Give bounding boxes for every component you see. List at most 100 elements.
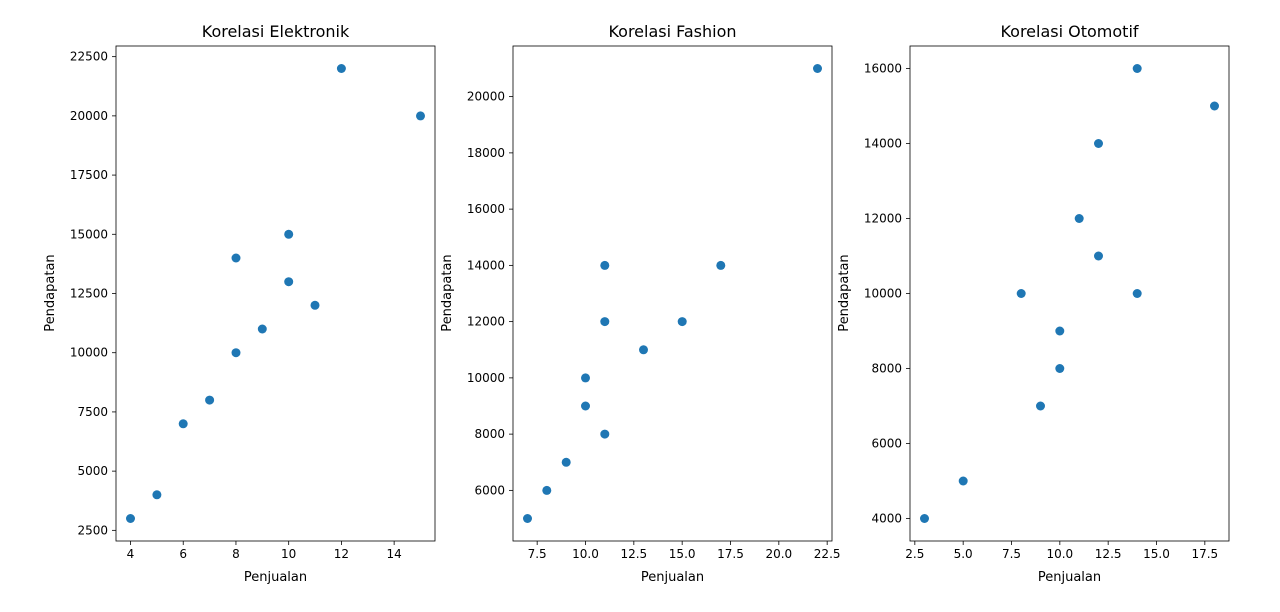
panel-title: Korelasi Elektronik	[202, 22, 350, 41]
plot-area: 7.5 10.0 12.5 15.0 17.5 20.0 22.5 6000 8000 10000…	[467, 45, 841, 561]
y-tick-label: 20000	[70, 109, 108, 123]
x-tick-label: 2.5	[905, 547, 924, 561]
y-tick-label: 8000	[871, 362, 902, 376]
data-point	[284, 277, 294, 287]
y-tick-label: 14000	[467, 258, 505, 272]
data-point	[1210, 101, 1219, 111]
x-axis-label: Penjualan	[244, 570, 307, 585]
data-point	[1055, 364, 1065, 373]
y-tick-label: 10000	[864, 287, 902, 301]
y-tick-label: 12000	[864, 212, 902, 226]
x-tick-label: 12.5	[1095, 547, 1122, 561]
y-tick-label: 16000	[467, 202, 505, 216]
data-point	[310, 300, 320, 310]
data-point	[639, 345, 648, 355]
data-point	[581, 401, 590, 411]
data-point	[231, 253, 241, 263]
data-point	[205, 395, 215, 405]
data-point	[677, 317, 687, 327]
axes-frame	[115, 45, 436, 542]
plot-area: 4 6 8 10 12 14 2500 5000 7500 10000 12500 15000 1750…	[70, 45, 436, 561]
data-point	[152, 490, 162, 500]
panel-elektronik: Korelasi Elektronik Penjualan Pendapatan…	[43, 22, 436, 585]
data-point	[523, 514, 532, 523]
x-tick-label: 12.5	[620, 547, 647, 561]
data-point	[581, 373, 590, 383]
x-tick-label: 10.0	[572, 547, 599, 561]
x-tick-label: 15.0	[669, 547, 696, 561]
panel-title: Korelasi Otomotif	[1000, 22, 1138, 41]
data-point	[958, 476, 968, 486]
data-point	[416, 111, 425, 121]
data-point	[257, 324, 267, 334]
x-tick-label: 8	[232, 547, 240, 561]
y-tick-label: 17500	[70, 168, 108, 182]
data-point	[716, 260, 726, 270]
axes-frame	[512, 45, 833, 542]
y-tick-label: 14000	[864, 137, 902, 151]
x-tick-label: 14	[386, 547, 401, 561]
x-tick-label: 7.5	[528, 547, 547, 561]
data-point	[600, 260, 610, 270]
y-tick-label: 8000	[474, 427, 505, 441]
y-tick-label: 10000	[70, 346, 108, 360]
x-tick-label: 17.5	[717, 547, 744, 561]
x-tick-label: 4	[127, 547, 135, 561]
x-axis-label: Penjualan	[1038, 570, 1101, 585]
x-tick-label: 20.0	[765, 547, 792, 561]
x-tick-label: 10	[281, 547, 296, 561]
y-tick-label: 10000	[467, 371, 505, 385]
data-point	[1132, 289, 1142, 298]
data-point	[1094, 251, 1103, 261]
data-point	[1036, 401, 1045, 411]
x-tick-label: 6	[179, 547, 187, 561]
x-tick-label: 10.0	[1046, 547, 1073, 561]
data-point	[284, 229, 294, 239]
data-point	[178, 419, 188, 429]
data-point	[1016, 289, 1026, 298]
y-axis-label: Pendapatan	[43, 254, 58, 331]
plot-area: 2.5 5.0 7.5 10.0 12.5 15.0 17.5 4000 6000 8000 100…	[864, 45, 1230, 561]
y-tick-label: 12500	[70, 287, 108, 301]
panel-fashion: Korelasi Fashion Penjualan Pendapatan 7.…	[440, 22, 841, 585]
y-axis-label: Pendapatan	[440, 254, 455, 331]
x-tick-label: 17.5	[1191, 547, 1218, 561]
x-axis-label: Penjualan	[641, 570, 704, 585]
y-tick-label: 5000	[77, 464, 108, 478]
data-point	[336, 64, 346, 73]
data-point	[231, 348, 241, 358]
data-point	[542, 485, 552, 495]
x-tick-label: 15.0	[1143, 547, 1170, 561]
data-point	[600, 317, 610, 327]
y-tick-label: 7500	[77, 405, 108, 419]
x-tick-label: 22.5	[814, 547, 841, 561]
y-tick-label: 12000	[467, 315, 505, 329]
y-tick-label: 22500	[70, 50, 108, 64]
y-tick-label: 15000	[70, 227, 108, 241]
data-point	[1132, 64, 1142, 73]
y-tick-label: 4000	[871, 512, 902, 526]
data-point	[920, 514, 929, 523]
y-tick-label: 6000	[474, 483, 505, 497]
data-point	[600, 429, 610, 439]
data-point	[813, 64, 822, 73]
panel-title: Korelasi Fashion	[608, 22, 736, 41]
x-tick-label: 7.5	[1002, 547, 1021, 561]
data-point	[1074, 214, 1084, 223]
y-tick-label: 2500	[77, 523, 108, 537]
data-point	[126, 514, 135, 523]
data-point	[561, 457, 571, 467]
y-tick-label: 16000	[864, 62, 902, 76]
axes-frame	[909, 45, 1230, 542]
y-tick-label: 20000	[467, 90, 505, 104]
x-tick-label: 12	[334, 547, 349, 561]
y-tick-label: 18000	[467, 146, 505, 160]
panel-otomotif: Korelasi Otomotif Penjualan Pendapatan 2…	[837, 22, 1230, 585]
y-tick-label: 6000	[871, 437, 902, 451]
y-axis-label: Pendapatan	[837, 254, 852, 331]
x-tick-label: 5.0	[954, 547, 973, 561]
data-point	[1094, 139, 1103, 148]
data-point	[1055, 326, 1065, 336]
